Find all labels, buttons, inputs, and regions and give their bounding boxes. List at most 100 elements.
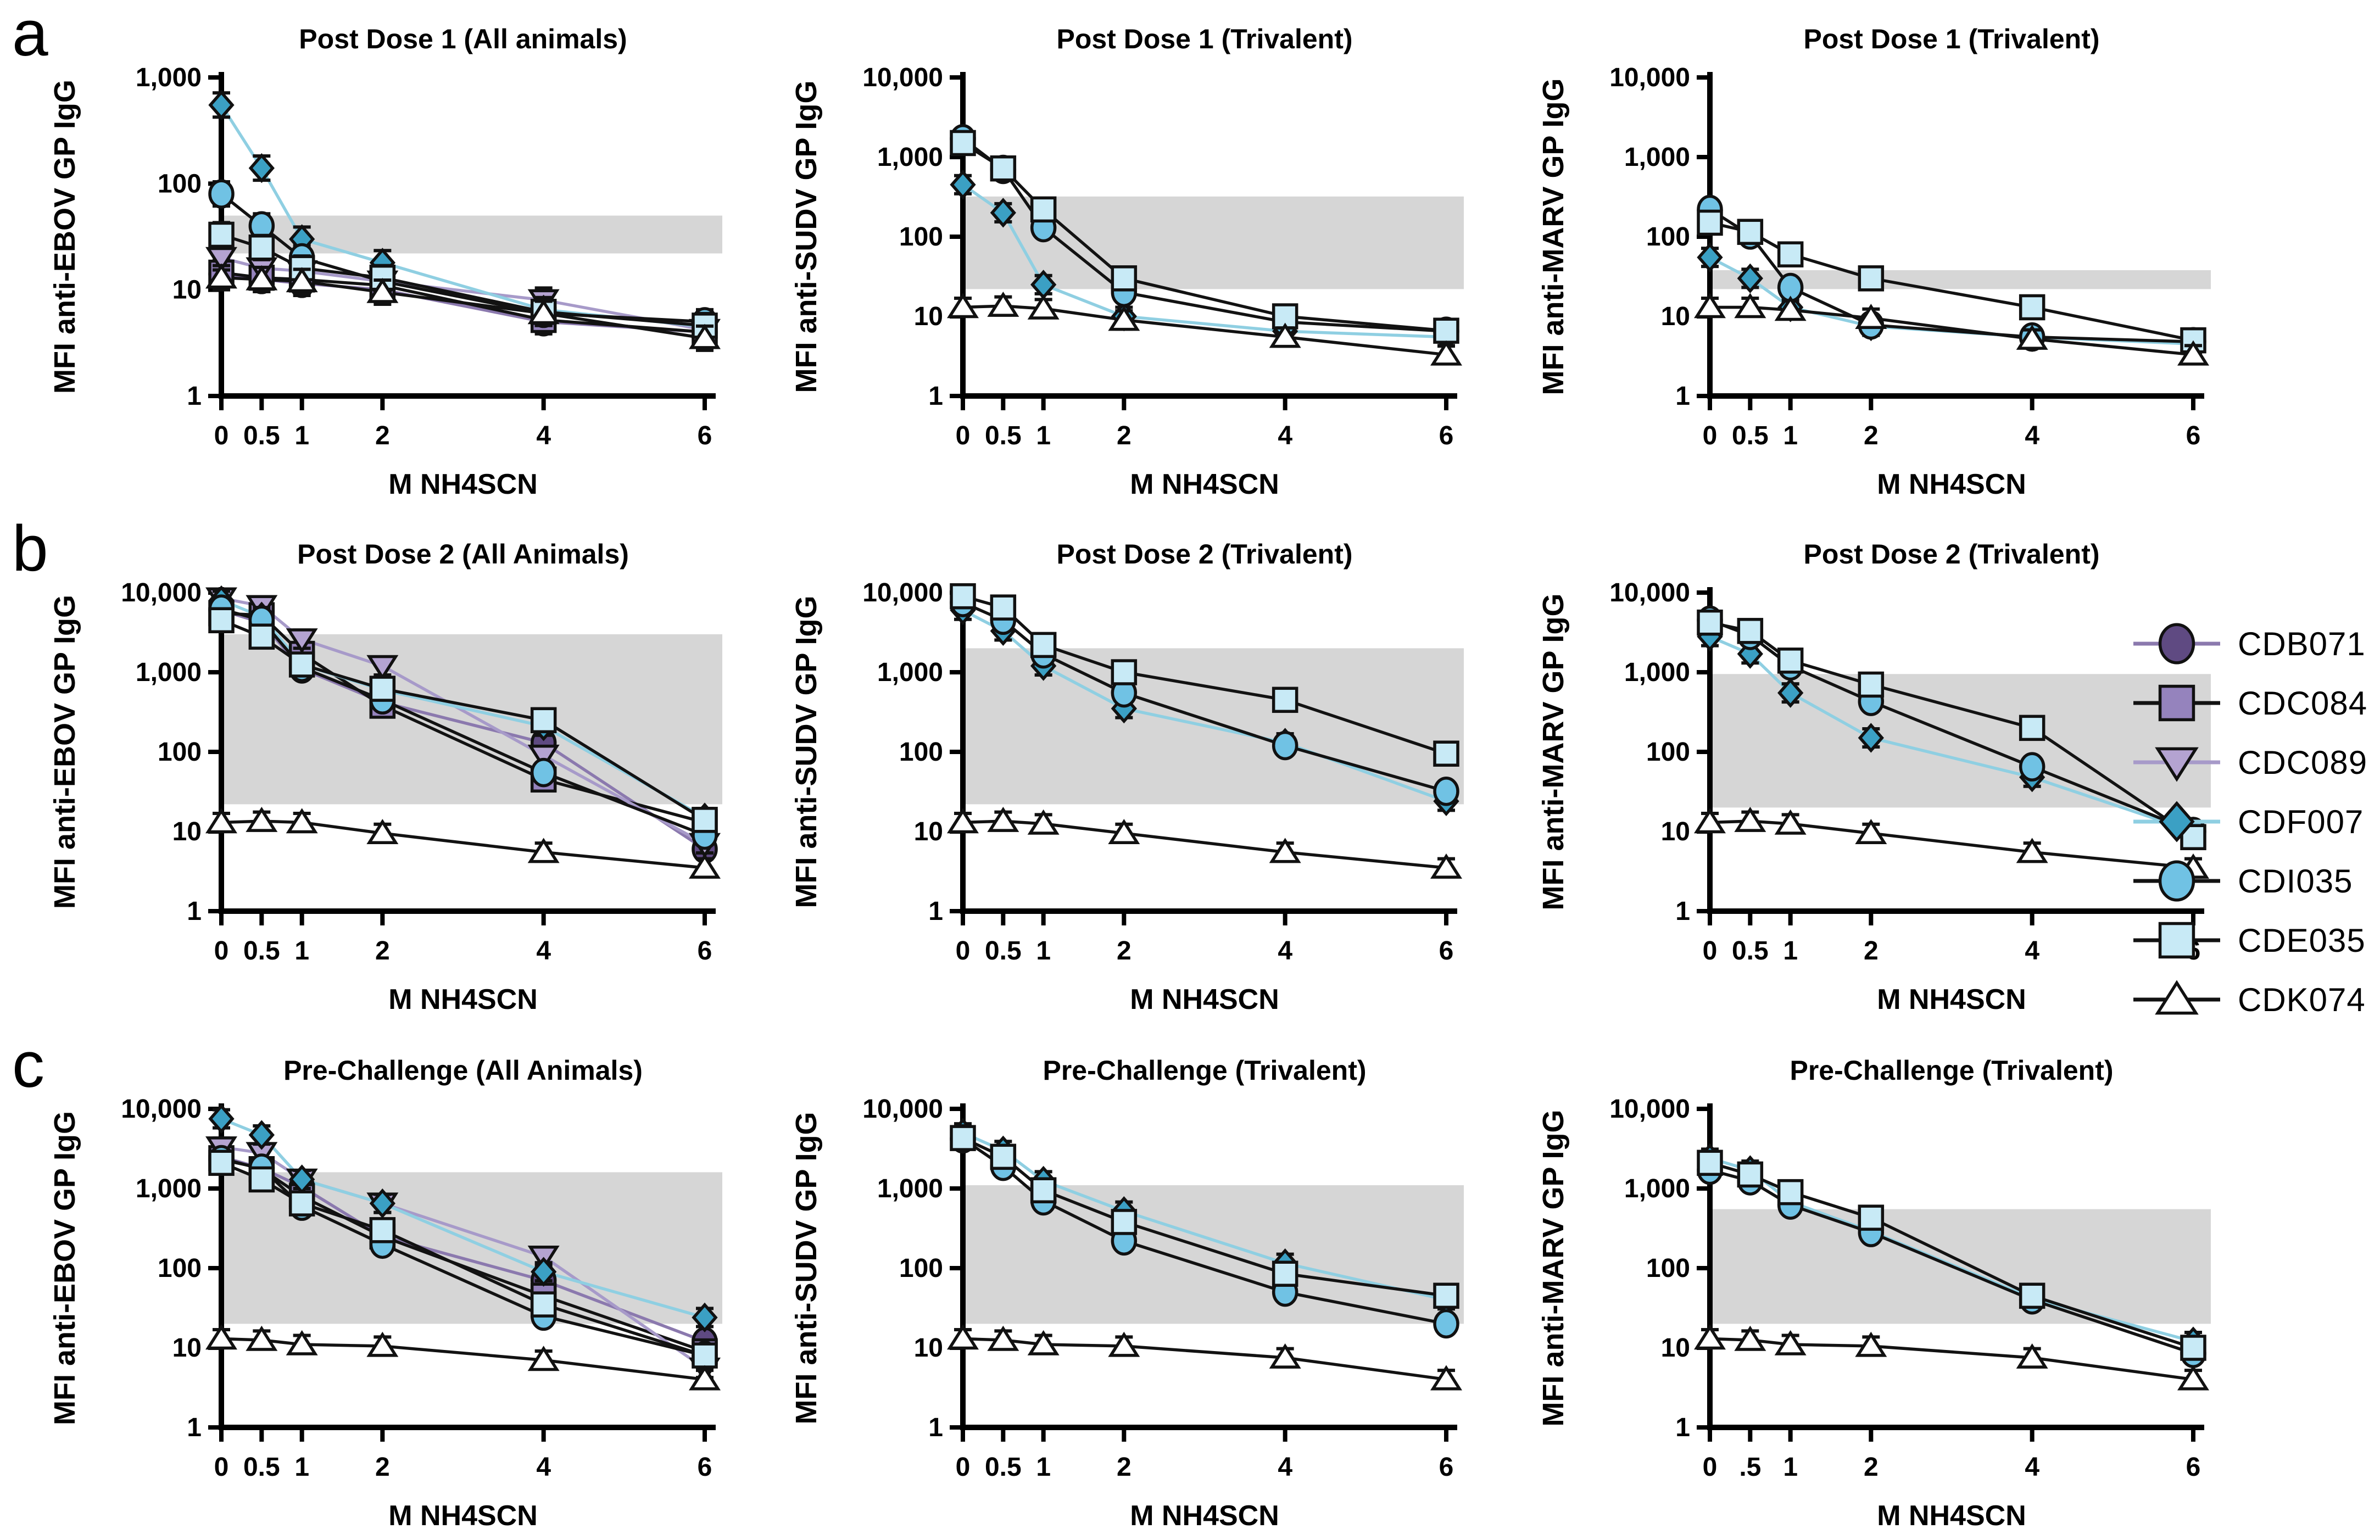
square-marker — [950, 583, 976, 610]
y-tick-label: 100 — [158, 1254, 202, 1283]
series-CDK074 — [947, 1324, 1462, 1391]
x-tick-label: 4 — [2025, 1453, 2039, 1482]
square-marker — [208, 1150, 235, 1176]
panel-b2: Post Dose 2 (Trivalent) 1 10 100 1,000 10,000… — [773, 524, 1476, 1021]
y-tick-label: 10,000 — [862, 1095, 943, 1124]
square-marker — [1697, 209, 1723, 236]
square-marker — [208, 221, 235, 248]
x-tick-label: 6 — [1439, 1453, 1454, 1482]
square-marker — [1777, 241, 1804, 267]
y-tick-label: 10,000 — [1609, 578, 1690, 607]
x-tick-label: 4 — [536, 936, 551, 966]
triangle-up-marker — [987, 1325, 1019, 1351]
y-tick-label: 1,000 — [1624, 658, 1690, 687]
y-tick-label: 1 — [187, 897, 202, 926]
x-tick-label: 0 — [214, 936, 229, 966]
chart-title: Pre-Challenge (All Animals) — [283, 1055, 643, 1086]
legend-label: CDB071 — [2238, 625, 2366, 662]
triangle-up-marker — [1430, 853, 1462, 879]
triangle-up-marker — [987, 291, 1019, 317]
chart-title: Post Dose 1 (All animals) — [299, 24, 627, 54]
x-tick-label: 4 — [1278, 936, 1292, 966]
square-marker — [1737, 618, 1764, 644]
square-marker — [990, 1143, 1017, 1170]
circle-icon — [2158, 860, 2195, 902]
square-marker — [2019, 294, 2045, 321]
triangle-up-marker — [1430, 1365, 1462, 1391]
square-icon — [2158, 684, 2195, 722]
square-marker — [950, 130, 976, 157]
y-tick-label: 100 — [899, 1254, 943, 1283]
x-tick-label: 2 — [1864, 936, 1879, 966]
triangle-up-marker — [689, 853, 721, 879]
y-tick-label: 1 — [1675, 382, 1690, 411]
square-icon — [2158, 922, 2195, 959]
x-tick-label: 0 — [956, 421, 971, 450]
triangle-up-marker — [1774, 809, 1807, 835]
x-tick-label: 1 — [1036, 936, 1051, 966]
triangle-up-marker — [366, 819, 399, 844]
x-tick-label: 4 — [536, 421, 551, 450]
legend-label: CDC089 — [2238, 744, 2368, 781]
triangle-up-marker — [1269, 838, 1301, 863]
y-tick-label: 10 — [914, 302, 943, 331]
y-tick-label: 10 — [914, 817, 943, 846]
square-marker — [1777, 1179, 1804, 1206]
triangle-up-marker — [1694, 1324, 1726, 1350]
y-axis-label: MFI anti-SUDV GP IgG — [790, 1112, 823, 1424]
triangle-up-marker — [1694, 808, 1726, 834]
triangle-up-marker — [205, 1324, 237, 1350]
square-marker — [1030, 1177, 1057, 1203]
triangle-up-marker — [527, 1346, 560, 1371]
y-tick-label: 10 — [172, 1333, 202, 1363]
triangle-up-marker — [1269, 322, 1301, 348]
x-axis-label: M NH4SCN — [388, 468, 538, 500]
square-marker — [692, 1342, 718, 1369]
x-axis-label: M NH4SCN — [388, 1500, 538, 1532]
triangle-up-marker — [2016, 1343, 2048, 1369]
chart-svg: Post Dose 1 (All animals) 1 10 100 1,000 0 0.5… — [48, 24, 722, 500]
x-axis-label: M NH4SCN — [1130, 984, 1279, 1015]
square-marker — [1777, 648, 1804, 674]
legend-marker-CDB071 — [2133, 623, 2220, 665]
triangle-up-marker — [1855, 304, 1887, 329]
series-CDK074 — [205, 263, 721, 352]
x-tick-label: 6 — [698, 421, 712, 450]
triangle-up-marker — [1694, 293, 1726, 319]
square-marker — [1111, 659, 1138, 685]
x-tick-label: 2 — [1117, 421, 1132, 450]
triangle-down-marker — [286, 628, 318, 654]
square-marker — [1737, 1161, 1764, 1188]
y-tick-label: 10 — [1661, 817, 1690, 846]
chart-svg: Post Dose 1 (Trivalent)1101001,00010,000… — [1537, 24, 2211, 500]
x-tick-label: 0 — [1703, 1453, 1718, 1482]
triangle-down-icon — [2155, 747, 2199, 782]
x-tick-label: 0.5 — [985, 421, 1022, 450]
diamond-icon — [2159, 801, 2195, 842]
y-tick-label: 1 — [928, 897, 943, 926]
x-tick-label: 2 — [375, 1453, 390, 1482]
series-CDK074 — [1694, 806, 2209, 879]
triangle-up-marker — [1108, 1331, 1140, 1357]
legend-item-CDC089: CDC089 — [2130, 733, 2367, 792]
triangle-up-marker — [1108, 819, 1140, 844]
legend-item-CDK074: CDK074 — [2130, 970, 2367, 1029]
series-CDK074 — [1694, 1324, 2209, 1391]
y-tick-label: 1,000 — [136, 1174, 202, 1203]
chart-svg: Post Dose 2 (Trivalent)1101001,00010,000… — [790, 539, 1464, 1015]
triangle-up-marker — [205, 263, 237, 289]
y-tick-label: 10 — [172, 276, 202, 305]
chart-svg: Pre-Challenge (Trivalent)1101001,00010,0… — [790, 1055, 1464, 1532]
square-marker — [950, 1125, 976, 1151]
circle-marker — [1433, 777, 1459, 806]
y-tick-label: 1,000 — [877, 658, 943, 687]
y-tick-label: 1,000 — [877, 143, 943, 172]
y-tick-label: 10,000 — [121, 578, 202, 607]
chart-title: Post Dose 2 (Trivalent) — [1803, 539, 2099, 570]
series-CDK074 — [205, 1324, 721, 1391]
x-tick-label: 6 — [1439, 421, 1454, 450]
y-axis-label: MFI anti-MARV GP IgG — [1537, 593, 1570, 910]
x-tick-label: 0.5 — [243, 421, 280, 450]
series-CDE035 — [208, 607, 718, 833]
x-tick-label: 0.5 — [985, 1453, 1022, 1482]
